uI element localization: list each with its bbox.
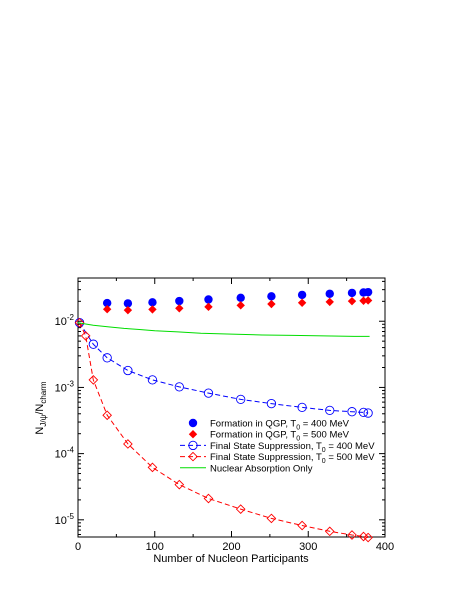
data-point: [123, 299, 133, 308]
series-line: [77, 322, 370, 337]
x-tick-label: 400: [376, 541, 394, 553]
y-tick-label: 10-3: [55, 379, 75, 394]
axis-ticks: 0 100 200 300 400 10-2 10-3 10-4 10-5: [55, 278, 394, 553]
legend-marker: [188, 451, 198, 462]
data-point: [359, 296, 368, 305]
legend-label: Nuclear Absorption Only: [210, 463, 313, 474]
data-point: [123, 365, 133, 376]
legend-marker: [188, 440, 198, 451]
series-4: [74, 317, 373, 543]
legend-label: Final State Suppression, T0 = 500 MeV: [210, 452, 375, 465]
y-tick-label: 10-5: [55, 512, 75, 527]
legend: Formation in QGP, T0 = 400 MeVFormation …: [180, 418, 375, 474]
legend-label: Formation in QGP, T0 = 500 MeV: [210, 430, 350, 443]
legend-label: Final State Suppression, T0 = 400 MeV: [210, 441, 375, 454]
data-point: [325, 289, 334, 298]
legend-item: Final State Suppression, T0 = 400 MeV: [180, 440, 375, 454]
data-point: [102, 410, 113, 421]
legend-item: Final State Suppression, T0 = 500 MeV: [180, 451, 375, 465]
data-point: [266, 513, 277, 524]
data-point: [174, 479, 185, 490]
data-point: [236, 394, 246, 405]
data-point: [347, 407, 357, 417]
data-point: [203, 493, 214, 504]
data-point: [266, 398, 277, 409]
data-point: [363, 296, 373, 305]
x-tick-label: 300: [299, 541, 317, 553]
data-point: [102, 353, 112, 363]
data-point: [148, 298, 157, 307]
y-tick-label: 10-4: [55, 446, 75, 461]
data-point: [235, 504, 246, 514]
data-point: [203, 388, 214, 398]
data-point: [148, 305, 157, 314]
data-point: [347, 296, 357, 306]
data-point: [88, 339, 99, 349]
y-tick-label: 10-2: [55, 313, 75, 328]
legend-label: Formation in QGP, T0 = 400 MeV: [210, 419, 350, 432]
y-axis-label: NJ/ψ/Ncharm: [34, 381, 48, 434]
data-point: [102, 298, 112, 308]
data-point: [363, 532, 373, 543]
plot-frame: [77, 277, 386, 538]
legend-marker: [188, 418, 198, 428]
series-1: [102, 287, 373, 308]
series-layer: [74, 287, 373, 543]
legend-marker: [188, 430, 198, 439]
x-tick-label: 200: [222, 541, 240, 553]
data-point: [175, 304, 184, 313]
data-point: [74, 317, 85, 328]
data-point: [174, 382, 184, 392]
data-point: [347, 530, 357, 540]
x-tick-label: 0: [75, 541, 81, 553]
legend-item: Nuclear Absorption Only: [180, 463, 313, 474]
data-point: [147, 462, 158, 473]
data-point: [325, 297, 334, 307]
data-point: [358, 407, 369, 418]
data-point: [204, 295, 213, 304]
data-point: [175, 296, 184, 306]
data-point: [204, 302, 213, 312]
data-point: [363, 287, 373, 297]
x-axis-label: Number of Nucleon Participants: [153, 553, 309, 565]
data-point: [347, 288, 357, 298]
data-point: [236, 293, 245, 302]
data-point: [297, 520, 307, 531]
data-point: [324, 526, 335, 537]
data-point: [363, 408, 373, 418]
data-point: [325, 405, 335, 416]
data-point: [147, 375, 158, 385]
data-point: [123, 439, 133, 449]
series-line: [79, 322, 369, 538]
data-point: [297, 290, 307, 300]
data-point: [123, 305, 133, 315]
series-2: [102, 296, 373, 315]
data-point: [267, 299, 276, 309]
legend-item: Formation in QGP, T0 = 400 MeV: [188, 418, 350, 432]
data-point: [88, 375, 99, 385]
series-3: [74, 318, 373, 418]
data-point: [80, 331, 91, 341]
data-point: [236, 301, 245, 310]
data-point: [297, 402, 307, 413]
data-point: [297, 298, 307, 307]
series-5: [77, 322, 370, 337]
data-point: [102, 305, 112, 314]
data-point: [267, 292, 276, 301]
legend-item: Formation in QGP, T0 = 500 MeV: [188, 430, 350, 443]
x-tick-label: 100: [146, 541, 164, 553]
